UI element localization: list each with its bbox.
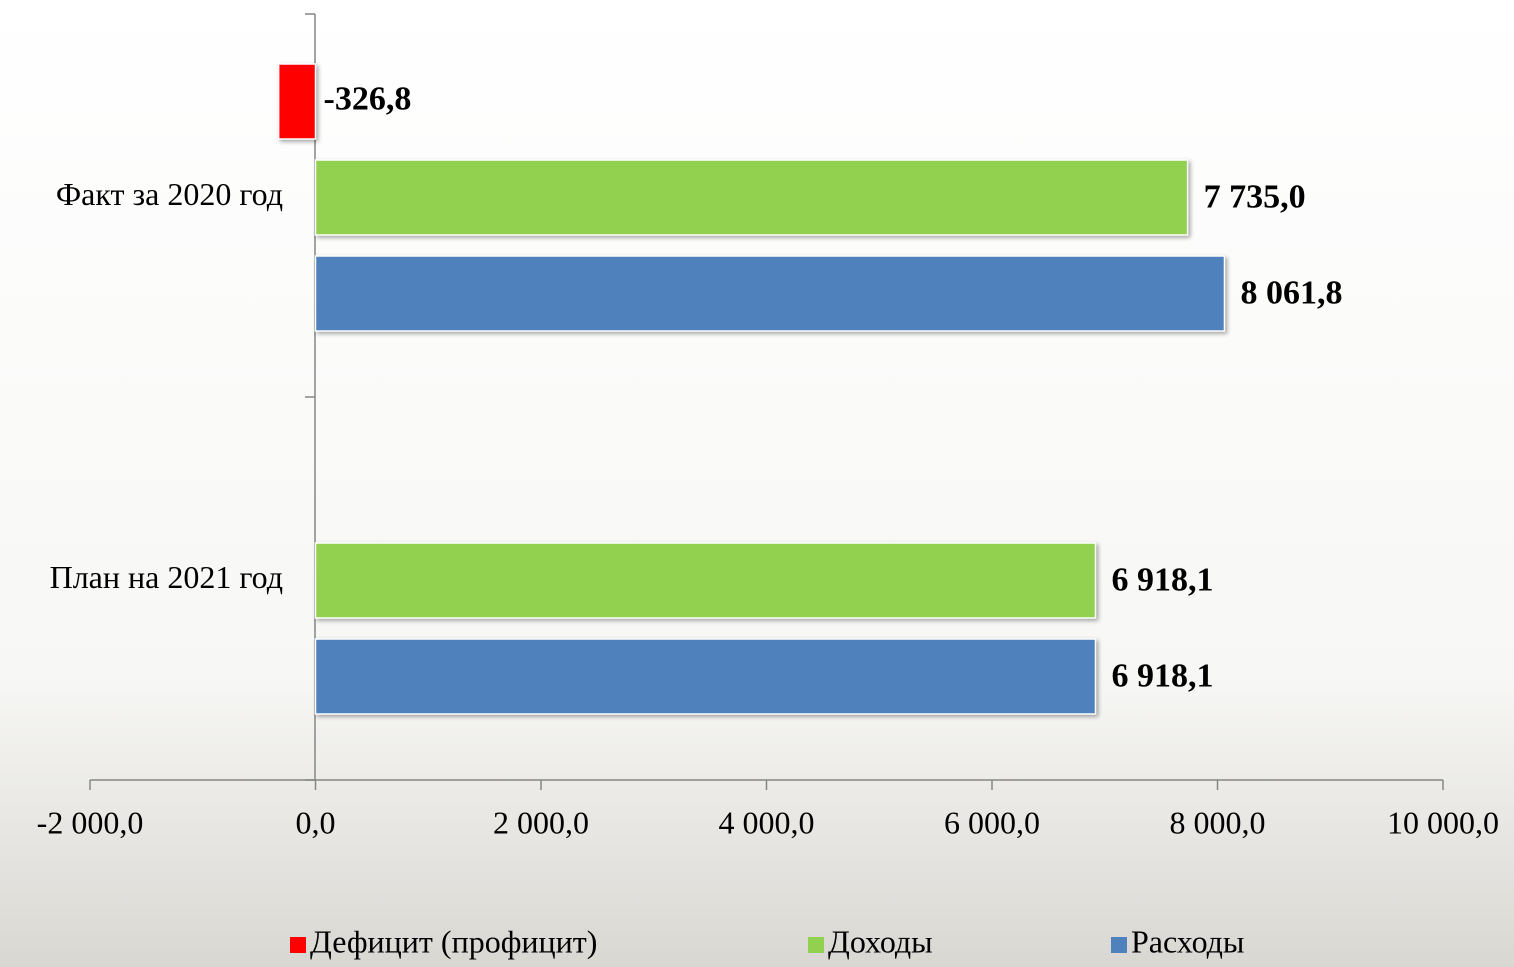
legend-label: Расходы [1131, 923, 1244, 959]
bar [314, 159, 1189, 236]
category-label: План на 2021 год [50, 559, 283, 595]
value-label: 8 061,8 [1240, 274, 1342, 311]
value-label: -326,8 [324, 80, 412, 117]
category-label: Факт за 2020 год [56, 176, 283, 212]
value-label: 6 918,1 [1112, 657, 1214, 694]
legend-swatch [1111, 937, 1127, 953]
legend-label: Дефицит (профицит) [310, 923, 597, 959]
x-tick-label: -2 000,0 [37, 804, 144, 840]
x-tick-label: 6 000,0 [944, 804, 1040, 840]
bar [277, 63, 317, 140]
legend-swatch [808, 937, 824, 953]
value-label: 6 918,1 [1112, 561, 1214, 598]
x-tick-label: 8 000,0 [1170, 804, 1266, 840]
value-label: 7 735,0 [1204, 178, 1306, 215]
legend-swatch [290, 937, 306, 953]
bar [314, 255, 1226, 332]
x-tick-label: 2 000,0 [493, 804, 589, 840]
bar [314, 542, 1097, 619]
x-tick-label: 0,0 [296, 804, 336, 840]
legend-label: Доходы [828, 923, 933, 959]
x-tick-label: 4 000,0 [719, 804, 815, 840]
bar [314, 638, 1097, 715]
x-tick-label: 10 000,0 [1387, 804, 1499, 840]
